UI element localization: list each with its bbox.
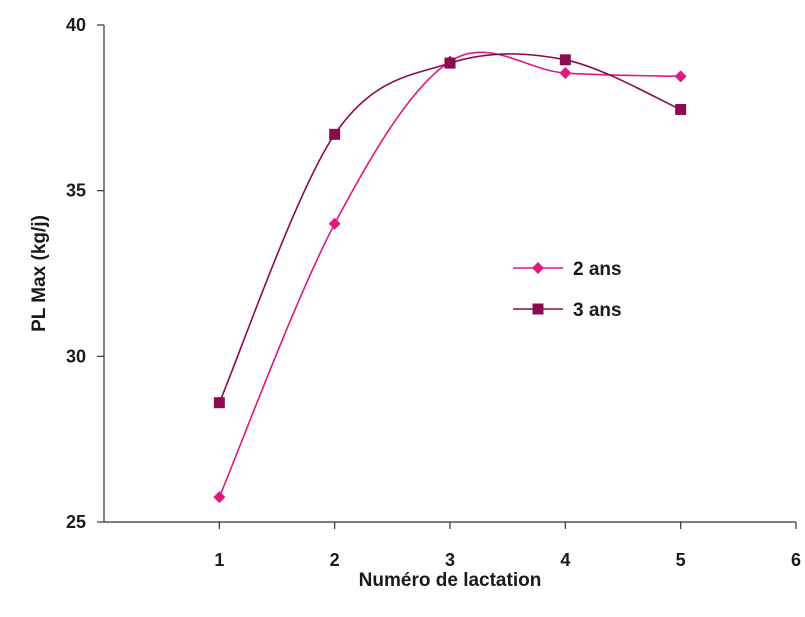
data-point [559,54,571,66]
data-point [329,128,341,140]
axes [103,25,796,523]
legend-item: 3 ans [513,300,622,321]
x-tick-label: 2 [330,550,340,570]
x-tick-label: 3 [445,550,455,570]
data-point [444,57,456,69]
legend: 2 ans 3 ans [513,259,622,321]
x-axis-ticks: 1 2 3 4 5 6 [214,522,801,570]
data-point [213,397,225,409]
data-point [674,70,687,83]
y-axis-title: PL Max (kg/j) [29,215,50,332]
legend-marker [532,262,544,274]
series-line [218,51,681,498]
series-2 [213,53,687,409]
y-axis-ticks: 25 30 35 40 [66,15,104,532]
x-axis-title: Numéro de lactation [359,570,542,591]
y-tick-label: 35 [66,181,86,201]
data-point [559,67,572,80]
data-point [328,217,341,230]
y-tick-label: 30 [66,346,86,366]
x-tick-label: 1 [214,550,224,570]
series-layer [213,51,687,504]
y-tick-label: 25 [66,512,86,532]
data-point [213,491,226,504]
x-tick-label: 5 [676,550,686,570]
data-point [675,103,687,115]
x-tick-label: 6 [791,550,801,570]
y-tick-label: 40 [66,15,86,35]
legend-item: 2 ans [513,259,622,280]
legend-label: 2 ans [573,259,622,280]
legend-marker [532,303,544,315]
x-tick-label: 4 [560,550,570,570]
series-line [218,53,681,404]
legend-label: 3 ans [573,300,622,321]
